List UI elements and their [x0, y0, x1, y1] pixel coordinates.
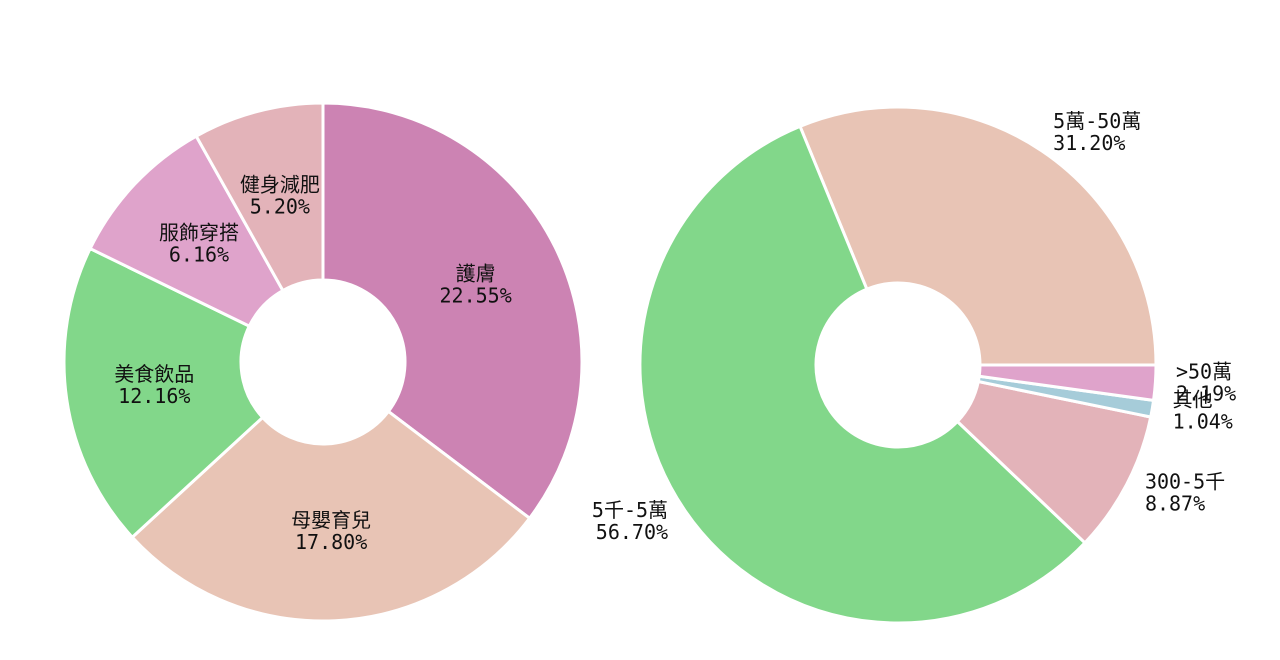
slice-label: 其他: [1173, 388, 1213, 412]
slice-percent: 1.04%: [1173, 410, 1233, 434]
donut-slice: [321, 101, 584, 520]
slice-label: 美食飲品: [114, 362, 194, 386]
slice-label: 母嬰育兒: [291, 508, 371, 532]
slice-percent: 31.20%: [1053, 131, 1125, 155]
slice-percent: 56.70%: [596, 520, 668, 544]
slice-label: 5萬-50萬: [1053, 109, 1141, 133]
donut-slice: [88, 134, 285, 328]
slice-percent: 2.19%: [1176, 382, 1236, 406]
slice-percent: 8.87%: [1145, 492, 1205, 516]
slice-percent: 6.16%: [169, 243, 229, 267]
donut-slice: [798, 105, 1158, 367]
slice-label: 服飾穿搭: [159, 221, 239, 245]
donut-slice: [130, 409, 532, 623]
slice-label: 健身減肥: [240, 173, 320, 197]
donut-slice: [194, 101, 325, 292]
slice-percent: 5.20%: [250, 195, 310, 219]
slice-label: 5千-5萬: [592, 498, 668, 522]
donut-slice: [62, 247, 265, 539]
slice-label: >50萬: [1176, 360, 1232, 384]
donut-slice: [977, 363, 1158, 402]
slice-percent: 17.80%: [295, 530, 367, 554]
slice-percent: 22.55%: [440, 284, 512, 308]
slice-label: 300-5千: [1145, 470, 1225, 494]
slice-label: 護膚: [456, 262, 496, 286]
slice-percent: 12.16%: [118, 384, 190, 408]
donut-slice: [638, 124, 1087, 625]
